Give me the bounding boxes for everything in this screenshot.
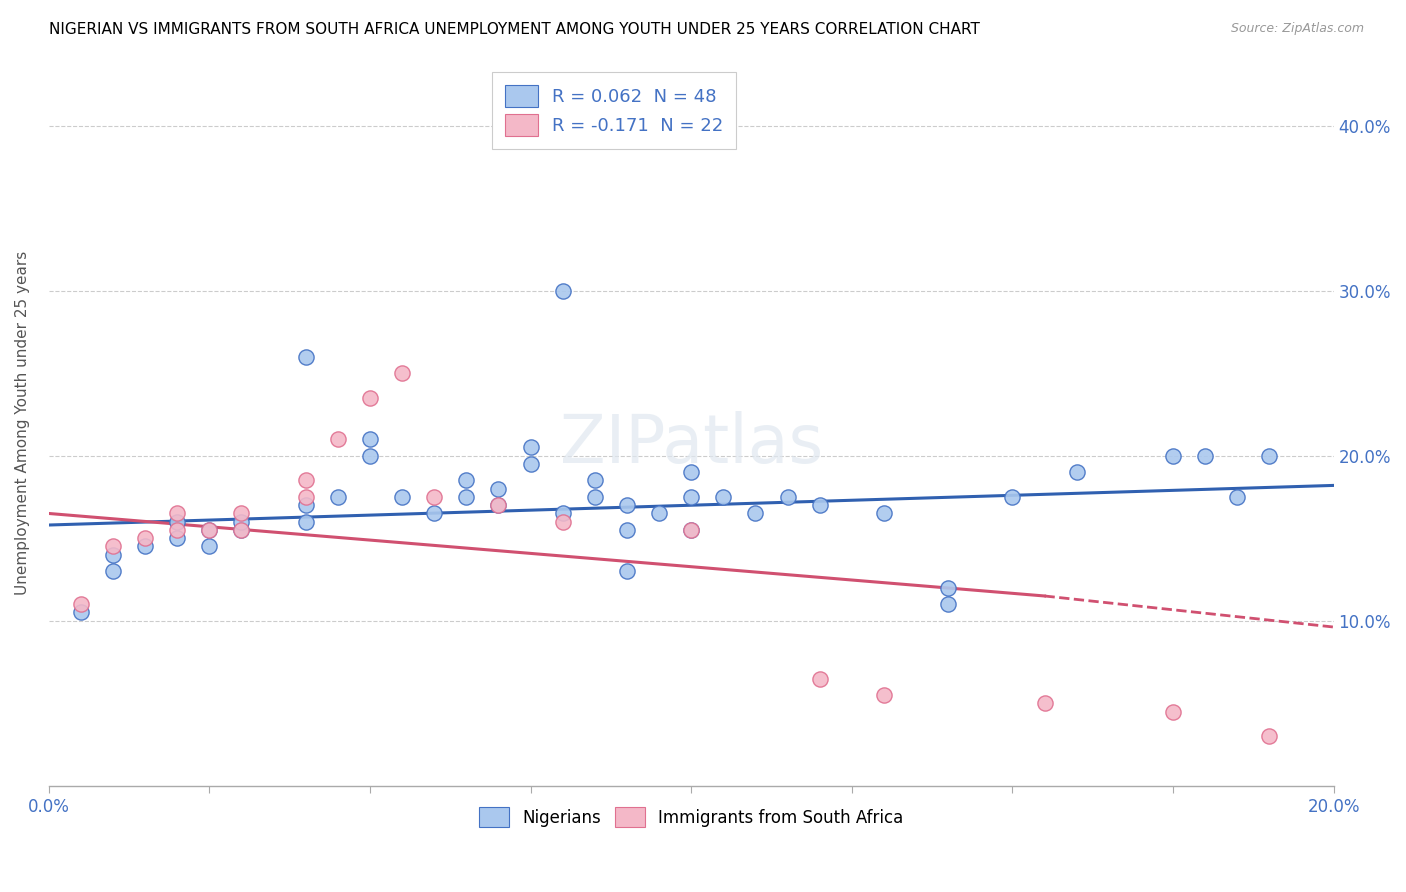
Point <box>681 523 703 537</box>
Point <box>873 688 896 702</box>
Point <box>359 432 381 446</box>
Point <box>488 498 510 512</box>
Point <box>519 457 541 471</box>
Point <box>294 350 316 364</box>
Point <box>1258 729 1281 743</box>
Point <box>776 490 799 504</box>
Point <box>1194 449 1216 463</box>
Y-axis label: Unemployment Among Youth under 25 years: Unemployment Among Youth under 25 years <box>15 251 30 595</box>
Text: ZIPatlas: ZIPatlas <box>560 411 823 477</box>
Point <box>70 606 93 620</box>
Point <box>166 515 188 529</box>
Point <box>231 507 253 521</box>
Text: NIGERIAN VS IMMIGRANTS FROM SOUTH AFRICA UNEMPLOYMENT AMONG YOUTH UNDER 25 YEARS: NIGERIAN VS IMMIGRANTS FROM SOUTH AFRICA… <box>49 22 980 37</box>
Point <box>423 490 446 504</box>
Point <box>1161 449 1184 463</box>
Point <box>101 548 124 562</box>
Text: Source: ZipAtlas.com: Source: ZipAtlas.com <box>1230 22 1364 36</box>
Point <box>583 474 606 488</box>
Point <box>681 523 703 537</box>
Point <box>681 490 703 504</box>
Point <box>1258 449 1281 463</box>
Point <box>711 490 734 504</box>
Point <box>616 523 638 537</box>
Point <box>1033 696 1056 710</box>
Point <box>134 531 156 545</box>
Point <box>391 490 413 504</box>
Point <box>198 523 221 537</box>
Point <box>359 391 381 405</box>
Point <box>551 507 574 521</box>
Point <box>231 523 253 537</box>
Point <box>294 474 316 488</box>
Point <box>616 498 638 512</box>
Point <box>423 507 446 521</box>
Point <box>616 564 638 578</box>
Point <box>488 498 510 512</box>
Point <box>294 515 316 529</box>
Point <box>1066 465 1088 479</box>
Point <box>873 507 896 521</box>
Point <box>456 474 478 488</box>
Point <box>456 490 478 504</box>
Point <box>681 465 703 479</box>
Point <box>101 540 124 554</box>
Point <box>359 449 381 463</box>
Point <box>134 540 156 554</box>
Point <box>936 597 959 611</box>
Point <box>198 523 221 537</box>
Point <box>936 581 959 595</box>
Point <box>294 490 316 504</box>
Point <box>166 523 188 537</box>
Point <box>231 515 253 529</box>
Point <box>1001 490 1024 504</box>
Legend: Nigerians, Immigrants from South Africa: Nigerians, Immigrants from South Africa <box>471 798 911 836</box>
Point <box>294 498 316 512</box>
Point <box>70 597 93 611</box>
Point <box>326 432 349 446</box>
Point <box>326 490 349 504</box>
Point <box>808 672 831 686</box>
Point <box>198 540 221 554</box>
Point <box>166 507 188 521</box>
Point <box>648 507 671 521</box>
Point <box>231 523 253 537</box>
Point <box>166 531 188 545</box>
Point <box>583 490 606 504</box>
Point <box>808 498 831 512</box>
Point <box>744 507 766 521</box>
Point <box>1226 490 1249 504</box>
Point <box>391 366 413 380</box>
Point <box>101 564 124 578</box>
Point <box>488 482 510 496</box>
Point <box>551 515 574 529</box>
Point <box>551 284 574 298</box>
Point <box>1161 705 1184 719</box>
Point <box>519 441 541 455</box>
